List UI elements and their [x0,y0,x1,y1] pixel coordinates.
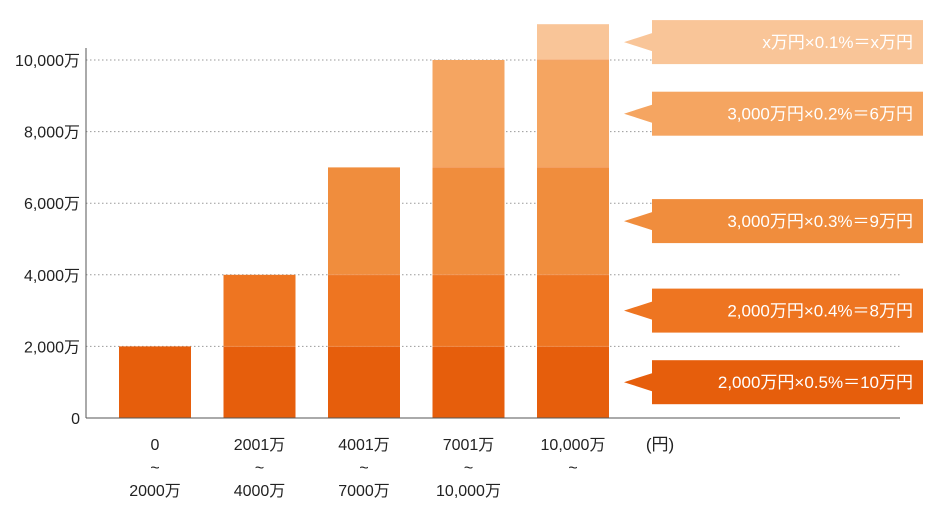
callout-label: 2,000万円×0.5%＝10万円 [718,373,913,392]
bar-segment [223,346,296,418]
callout-pointer [624,373,652,392]
callout-label: 3,000万円×0.3%＝9万円 [727,212,913,231]
x-tick-label: 2001万 [234,437,286,454]
x-tick-label: 0 [151,437,160,454]
callout: x万円×0.1%＝x万円 [624,20,923,65]
bar-segment [537,274,609,347]
callout-box [652,288,923,333]
callout-label: x万円×0.1%＝x万円 [762,33,913,52]
callout-label: 2,000万円×0.4%＝8万円 [727,302,913,321]
x-tick-label: 4001万 [338,437,390,454]
bar-segment [432,346,505,418]
x-tick-label: ~ [255,460,264,477]
callout-pointer [624,33,652,52]
axes [85,48,900,419]
x-tick-label: 4000万 [234,483,286,500]
y-axis-ticks: 0 2,000万 4,000万 6,000万 8,000万 10,000万 [15,53,80,428]
callout-box [652,199,923,244]
x-tick-label: ~ [359,460,368,477]
callouts: 2,000万円×0.5%＝10万円 2,000万円×0.4%＝8万円 3,000万円… [624,20,923,405]
bar-segment [537,24,609,60]
bar-segment [537,60,609,168]
x-tick-label: ~ [150,460,159,477]
bar-segment [328,274,400,347]
y-tick-label: 8,000万 [24,125,80,142]
x-tick-label: ~ [464,460,473,477]
x-tick-label: 7001万 [443,437,495,454]
bar-segment [328,167,400,275]
y-tick-label: 0 [71,411,80,428]
y-tick-label: 4,000万 [24,268,80,285]
bar-segment [432,60,505,168]
x-tick-label: 10,000万 [541,437,606,454]
bar-segment [537,346,609,418]
callout-pointer [624,301,652,320]
callout: 3,000万円×0.2%＝6万円 [624,91,923,136]
callout: 2,000万円×0.4%＝8万円 [624,288,923,333]
callout: 2,000万円×0.5%＝10万円 [624,360,923,405]
callout: 3,000万円×0.3%＝9万円 [624,199,923,244]
callout-label: 3,000万円×0.2%＝6万円 [727,105,913,124]
bar-segment [432,274,505,347]
x-tick-label: ~ [568,460,577,477]
x-tick-label: 10,000万 [436,483,501,500]
y-tick-label: 10,000万 [15,53,80,70]
unit-label: (円) [646,435,674,454]
callout-box [652,91,923,136]
callout-box [652,360,923,405]
x-tick-label: 7000万 [338,483,390,500]
callout-pointer [624,104,652,123]
x-axis-ticks: 0 ~2000万 2001万 ~4000万 4001万 ~7000万 7001万 ~10,00… [129,437,605,500]
callout-pointer [624,212,652,231]
bar-segment [223,274,296,347]
bars [119,24,609,418]
x-tick-label: 2000万 [129,483,181,500]
bar-segment [119,346,191,418]
y-tick-label: 6,000万 [24,196,80,213]
callout-box [652,20,923,65]
bar-segment [537,167,609,275]
bar-segment [432,167,505,275]
bar-segment [328,346,400,418]
y-tick-label: 2,000万 [24,339,80,356]
